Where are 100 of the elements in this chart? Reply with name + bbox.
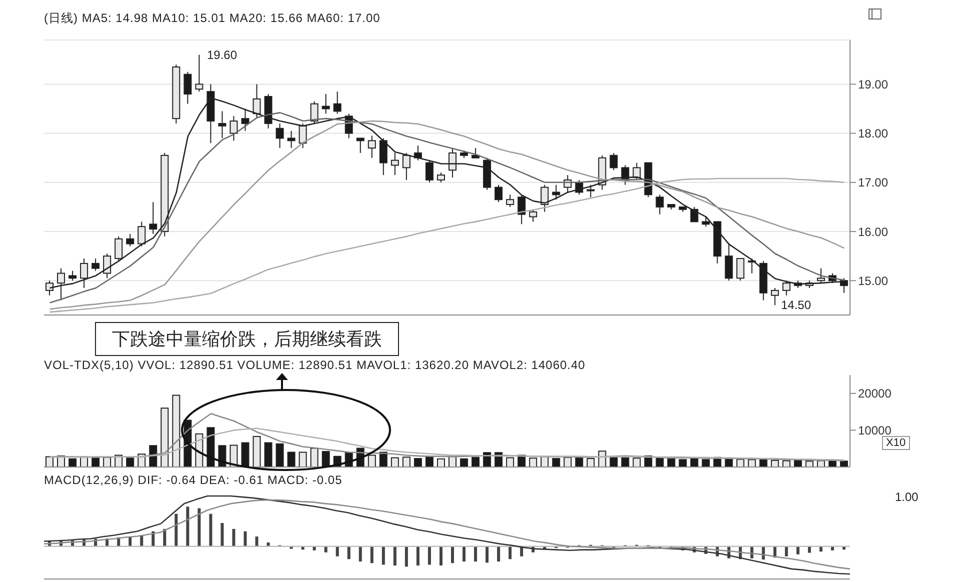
bar bbox=[206, 427, 215, 467]
bar bbox=[368, 454, 376, 467]
chart-title: VOL-TDX(5,10) VVOL: 12890.51 VOLUME: 12890.51 MAVOL1: 13620.20 MAVOL2: 14060.40 bbox=[44, 358, 586, 372]
candlestick bbox=[368, 135, 376, 158]
bar bbox=[310, 448, 318, 467]
bar bbox=[564, 456, 572, 467]
candlestick bbox=[92, 258, 100, 272]
candlestick bbox=[287, 130, 296, 149]
candlestick bbox=[276, 122, 284, 149]
candlestick bbox=[390, 152, 399, 176]
chart-title: (日线) MA5: 14.98 MA10: 15.01 MA20: 15.66 MA60: 17.00 bbox=[44, 10, 380, 27]
candlestick bbox=[770, 287, 779, 306]
line-series bbox=[49, 178, 845, 313]
bar bbox=[347, 546, 350, 560]
line-series bbox=[49, 428, 845, 461]
candlestick bbox=[529, 208, 538, 222]
bar bbox=[529, 458, 538, 467]
bar bbox=[255, 536, 258, 546]
candlestick bbox=[518, 194, 526, 225]
bar bbox=[336, 546, 339, 556]
bar bbox=[92, 458, 100, 467]
candlestick bbox=[126, 233, 134, 247]
bar bbox=[748, 459, 756, 467]
annotation: 19.60 bbox=[207, 48, 238, 62]
bar bbox=[264, 442, 272, 467]
candlestick bbox=[494, 184, 503, 203]
bar bbox=[462, 546, 466, 562]
text: X10 bbox=[882, 436, 910, 450]
candlestick bbox=[68, 270, 77, 282]
bar bbox=[220, 522, 224, 546]
bar bbox=[172, 394, 180, 467]
bar bbox=[382, 546, 385, 565]
candlestick bbox=[241, 108, 250, 132]
bar bbox=[474, 546, 478, 562]
bar bbox=[149, 445, 158, 467]
bar bbox=[667, 458, 676, 467]
candlestick bbox=[564, 174, 572, 193]
bar bbox=[552, 458, 560, 467]
text: 下跌途中量缩价跌，后期继续看跌 bbox=[95, 322, 399, 356]
bar bbox=[232, 528, 236, 546]
candlestick bbox=[632, 162, 641, 180]
bar bbox=[632, 458, 641, 467]
y-tick-label: 20000 bbox=[858, 386, 892, 401]
candlestick bbox=[610, 152, 618, 171]
bar bbox=[808, 546, 811, 553]
candlestick bbox=[322, 94, 330, 114]
bar bbox=[678, 459, 687, 467]
bar bbox=[404, 546, 408, 567]
bar bbox=[252, 436, 261, 467]
bar bbox=[416, 546, 420, 566]
bar bbox=[782, 460, 790, 467]
y-tick-label: 19.00 bbox=[858, 77, 888, 92]
bar bbox=[324, 546, 328, 552]
bar bbox=[414, 458, 422, 467]
candlestick bbox=[552, 184, 560, 200]
bar bbox=[126, 458, 134, 467]
candlestick bbox=[448, 148, 456, 178]
candlestick bbox=[218, 110, 226, 139]
bar bbox=[796, 546, 800, 554]
bar bbox=[439, 546, 442, 566]
bar bbox=[370, 546, 374, 564]
candlestick bbox=[356, 138, 364, 154]
bar bbox=[472, 456, 480, 467]
bar bbox=[586, 458, 595, 467]
y-tick-label: 16.00 bbox=[858, 224, 888, 239]
bar bbox=[276, 443, 284, 467]
candlestick bbox=[724, 243, 733, 282]
bar bbox=[298, 452, 307, 467]
bar bbox=[358, 546, 362, 562]
candlestick bbox=[702, 216, 710, 228]
y-tick-label: 18.00 bbox=[858, 126, 888, 141]
bar bbox=[736, 458, 744, 467]
bar bbox=[506, 457, 514, 467]
bar bbox=[402, 456, 410, 467]
bar bbox=[784, 546, 788, 556]
candlestick bbox=[379, 138, 388, 176]
candlestick bbox=[425, 160, 434, 183]
bar bbox=[436, 458, 445, 467]
annotation: 14.50 bbox=[781, 298, 812, 312]
bar bbox=[103, 456, 112, 467]
candlestick bbox=[402, 152, 410, 180]
bar bbox=[428, 546, 431, 565]
bar bbox=[621, 457, 630, 467]
candlestick bbox=[103, 253, 112, 279]
candlestick bbox=[656, 194, 664, 215]
y-tick-label: 15.00 bbox=[858, 274, 888, 288]
bar bbox=[451, 546, 454, 564]
bar bbox=[174, 514, 178, 546]
bar bbox=[805, 460, 814, 467]
text: 1.00 bbox=[895, 490, 918, 504]
bar bbox=[460, 458, 468, 467]
bar bbox=[486, 546, 489, 563]
candlestick bbox=[472, 148, 480, 158]
candlestick bbox=[184, 71, 192, 104]
bar bbox=[393, 546, 396, 566]
bar bbox=[702, 459, 710, 467]
bar bbox=[186, 506, 190, 546]
bar bbox=[508, 546, 512, 560]
y-tick-label: 10000 bbox=[858, 423, 892, 438]
candlestick bbox=[506, 194, 514, 208]
